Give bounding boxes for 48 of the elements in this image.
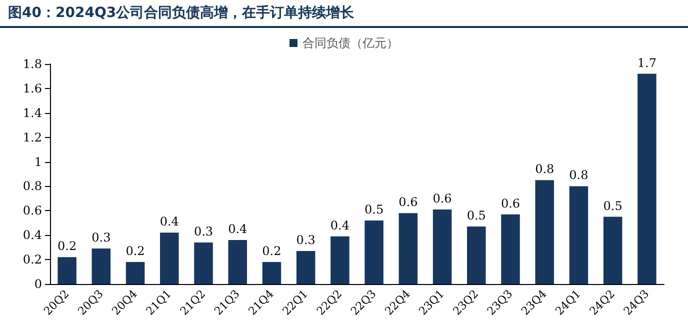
data-label: 0.5 [466, 208, 486, 223]
bar [398, 213, 418, 284]
bar [330, 236, 350, 284]
data-label: 0.4 [160, 214, 180, 229]
data-label: 0.6 [500, 196, 520, 210]
data-label: 0.8 [569, 168, 588, 182]
data-label: 0.8 [535, 162, 554, 176]
data-label: 0.3 [296, 233, 316, 247]
legend-label: 合同负债（亿元） [302, 36, 398, 50]
bar [228, 240, 247, 284]
y-tick-label: 0.6 [22, 204, 42, 218]
data-label: 0.5 [364, 202, 384, 216]
data-label: 0.6 [432, 191, 452, 206]
bar [160, 232, 179, 284]
bar [638, 74, 656, 284]
bar [126, 262, 145, 284]
data-label: 0.3 [194, 224, 214, 238]
data-label: 0.2 [58, 239, 77, 254]
y-tick-label: 1.4 [22, 106, 42, 120]
y-tick-label: 0.4 [22, 228, 42, 242]
bar [296, 251, 316, 284]
y-tick-label: 1.2 [22, 130, 42, 144]
bar [467, 226, 486, 284]
bar [92, 248, 111, 284]
bar [535, 180, 554, 284]
bar [569, 186, 588, 284]
bar [364, 220, 384, 284]
data-label: 0.6 [398, 195, 418, 210]
data-label: 0.3 [92, 230, 111, 245]
data-label: 0.5 [603, 198, 622, 213]
bar [262, 262, 282, 284]
y-tick-label: 1.8 [22, 57, 42, 71]
chart-title: 图40：2024Q3公司合同负债高增，在手订单持续增长 [0, 0, 688, 28]
bar [194, 242, 213, 284]
y-tick-label: 0.8 [22, 179, 42, 194]
y-tick-label: 1.6 [22, 81, 42, 96]
data-label: 0.4 [228, 222, 248, 236]
data-label: 0.2 [126, 244, 145, 258]
y-tick-label: 0 [34, 277, 42, 291]
bar [58, 257, 76, 284]
data-label: 0.4 [330, 218, 350, 232]
y-tick-label: 1 [34, 154, 42, 169]
y-tick-label: 0.2 [22, 252, 42, 267]
bar [603, 216, 622, 284]
bar [432, 209, 452, 284]
data-label: 0.2 [262, 244, 282, 258]
bar [501, 214, 520, 284]
data-label: 1.7 [637, 56, 656, 70]
